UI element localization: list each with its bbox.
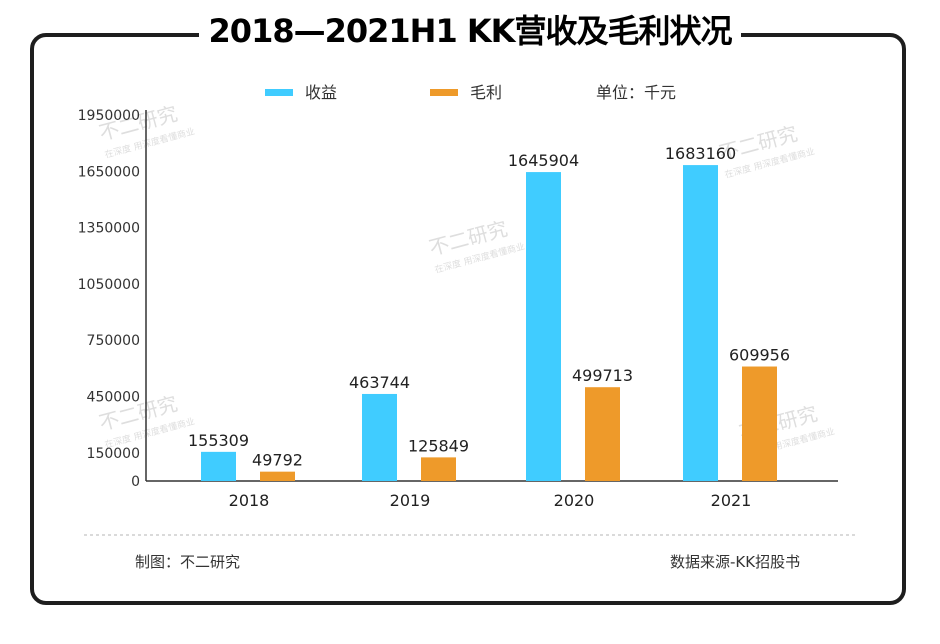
data-label-revenue-2019: 463744 [349, 373, 410, 392]
source-label: 数据来源-KK招股书 [670, 553, 801, 571]
bar-revenue-2020 [526, 172, 561, 481]
x-tick-label-2020: 2020 [554, 491, 595, 510]
maker-label: 制图：不二研究 [135, 553, 241, 571]
x-tick-label-2021: 2021 [711, 491, 752, 510]
bar-profit-2021 [742, 366, 777, 481]
legend-swatch-revenue [265, 89, 293, 96]
bar-revenue-2021 [683, 165, 718, 482]
x-tick-label-2019: 2019 [390, 491, 431, 510]
legend-label-profit: 毛利 [470, 83, 502, 102]
data-label-profit-2019: 125849 [408, 436, 469, 455]
data-label-profit-2018: 49792 [252, 451, 303, 470]
y-tick-label: 0 [131, 474, 140, 490]
legend-swatch-profit [430, 89, 458, 96]
chart-title: 2018—2021H1 KK营收及毛利状况 [0, 6, 940, 52]
data-label-revenue-2018: 155309 [188, 431, 249, 450]
data-label-revenue-2021: 1683160 [665, 144, 736, 163]
y-tick-label: 1950000 [78, 108, 140, 124]
y-tick-label: 750000 [87, 333, 140, 349]
bar-profit-2018 [260, 471, 295, 481]
y-tick-label: 1650000 [78, 164, 140, 180]
y-tick-label: 150000 [87, 446, 140, 462]
bar-revenue-2019 [362, 393, 397, 481]
bar-profit-2019 [421, 457, 456, 481]
data-label-profit-2021: 609956 [729, 346, 790, 365]
bar-profit-2020 [585, 387, 620, 481]
x-tick-label-2018: 2018 [229, 491, 270, 510]
y-tick-label: 1350000 [78, 221, 140, 237]
data-label-profit-2020: 499713 [572, 366, 633, 385]
data-label-revenue-2020: 1645904 [508, 151, 579, 170]
unit-label: 单位：千元 [596, 83, 676, 102]
y-tick-label: 450000 [87, 390, 140, 406]
bar-revenue-2018 [201, 451, 236, 481]
y-tick-label: 1050000 [78, 277, 140, 293]
legend-label-revenue: 收益 [305, 83, 337, 102]
